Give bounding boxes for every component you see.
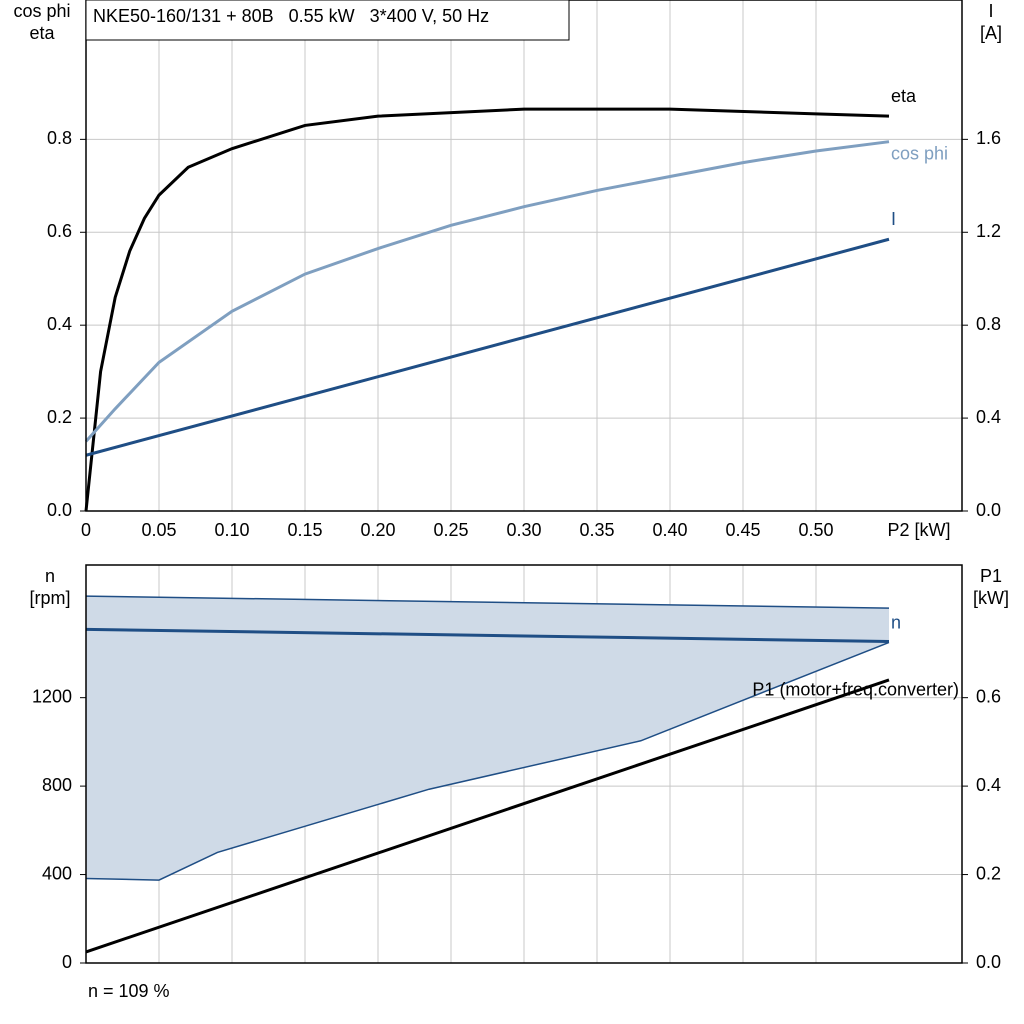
series-label: cos phi	[891, 143, 948, 163]
y2-axis-label: P1	[980, 566, 1002, 586]
y-axis-label: cos phi	[13, 1, 70, 21]
band-edge	[85, 595, 890, 609]
y-tick-label: 400	[42, 863, 72, 883]
y2-tick-label: 0.4	[976, 775, 1001, 795]
band-area	[86, 596, 889, 881]
y-axis-label: n	[45, 566, 55, 586]
band-edge	[85, 641, 890, 881]
y2-tick-label: 0.0	[976, 952, 1001, 972]
x-tick-label: 0.05	[141, 520, 176, 540]
y-tick-label: 1200	[32, 686, 72, 706]
x-axis-label: P2 [kW]	[887, 520, 950, 540]
y2-axis-label: [kW]	[973, 588, 1009, 608]
plot-frame	[85, 564, 963, 964]
x-tick-label: 0.20	[360, 520, 395, 540]
chart-title: NKE50-160/131 + 80B 0.55 kW 3*400 V, 50 …	[93, 6, 489, 26]
y2-tick-label: 0.2	[976, 863, 1001, 883]
x-tick-label: 0.25	[433, 520, 468, 540]
x-tick-label: 0.10	[214, 520, 249, 540]
x-tick-label: 0.40	[652, 520, 687, 540]
panel: 0 400 800 1200 0.0 0.2 0.4 0.6 n P1 (motor+freq.c…	[29, 564, 1009, 1001]
y-axis-label: eta	[29, 23, 55, 43]
y2-tick-label: 0.8	[976, 314, 1001, 334]
series-line	[85, 627, 890, 644]
x-tick-label: 0.30	[506, 520, 541, 540]
series-label: I	[891, 209, 896, 229]
y-axis-label: [rpm]	[29, 588, 70, 608]
series-label: n	[891, 612, 901, 632]
y-tick-label: 0.0	[47, 500, 72, 520]
series-line	[85, 678, 890, 954]
series-line	[84, 107, 890, 512]
series-label: eta	[891, 86, 917, 106]
x-tick-label: 0.15	[287, 520, 322, 540]
series-label: P1 (motor+freq.converter)	[752, 680, 959, 700]
series-line	[84, 140, 890, 443]
x-tick-label: 0.35	[579, 520, 614, 540]
y-tick-label: 0	[62, 952, 72, 972]
plot-frame	[85, 0, 963, 512]
y-tick-label: 0.8	[47, 128, 72, 148]
title-box	[85, 0, 570, 41]
x-tick-label: 0.50	[798, 520, 833, 540]
y2-axis-label: [A]	[980, 23, 1002, 43]
y2-tick-label: 0.6	[976, 686, 1001, 706]
y2-tick-label: 1.6	[976, 128, 1001, 148]
y-tick-label: 0.2	[47, 407, 72, 427]
y2-tick-label: 1.2	[976, 221, 1001, 241]
x-tick-label: 0.45	[725, 520, 760, 540]
y2-axis-label: I	[988, 1, 993, 21]
y-tick-label: 0.6	[47, 221, 72, 241]
y2-tick-label: 0.4	[976, 407, 1001, 427]
x-tick-label: 0	[81, 520, 91, 540]
y2-tick-label: 0.0	[976, 500, 1001, 520]
y-tick-label: 800	[42, 775, 72, 795]
footer-note: n = 109 %	[88, 981, 170, 1001]
series-line	[85, 237, 890, 457]
y-tick-label: 0.4	[47, 314, 72, 334]
panel: 0 0.05 0.10 0.15 0.20 0.25 0.30 0.35 0.40 0.45 0.5…	[13, 0, 1002, 540]
